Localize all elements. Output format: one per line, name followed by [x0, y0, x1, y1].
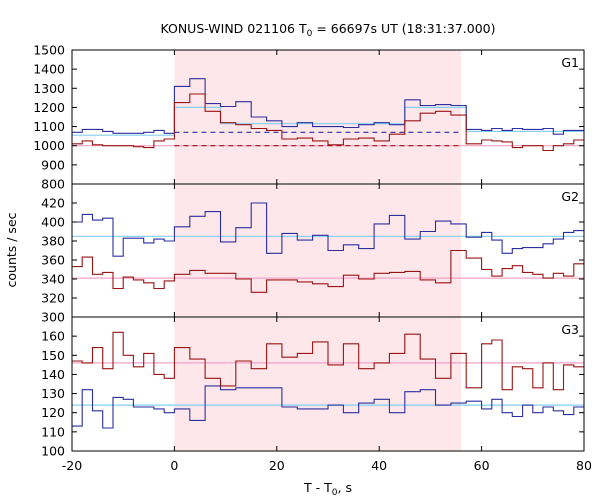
y-tick-label: 140	[41, 367, 65, 382]
title-subscript: 0	[307, 29, 313, 39]
y-tick-label: 110	[41, 424, 65, 439]
y-tick-label: 1300	[33, 81, 65, 96]
chart-title: KONUS-WIND 021106 T0 = 66697s UT (18:31:…	[160, 21, 495, 39]
y-tick-label: 1400	[33, 62, 65, 77]
y-tick-label: 420	[41, 196, 65, 211]
series-blue-g1	[72, 78, 584, 135]
series-blue-g2	[72, 202, 584, 257]
panel-label-g3: G3	[561, 322, 579, 337]
series-cyan-g1	[72, 106, 584, 136]
panel-label-g1: G1	[561, 55, 579, 70]
y-tick-label: 100	[41, 444, 65, 459]
y-tick-label: 900	[41, 157, 65, 172]
xlabel-subscript: 0	[332, 488, 338, 498]
y-tick-label: 1000	[33, 138, 65, 153]
series-blue-g3	[72, 385, 584, 429]
x-axis-label: T - T0, s	[303, 480, 352, 498]
x-tick-label: 60	[474, 458, 490, 473]
series-red-g2	[72, 249, 584, 293]
x-tick-label: 40	[371, 458, 387, 473]
panel-frame-g3	[71, 316, 585, 452]
xlabel-main: T - T	[303, 480, 332, 495]
y-tick-label: 1200	[33, 100, 65, 115]
y-tick-label: 1500	[33, 43, 65, 58]
title-suffix: = 66697s UT (18:31:37.000)	[312, 21, 495, 36]
y-tick-label: 400	[41, 215, 65, 230]
y-axis-label: counts / sec	[4, 212, 19, 287]
x-tick-label: 80	[576, 458, 592, 473]
y-tick-label: 340	[41, 272, 65, 287]
y-tick-label: 120	[41, 405, 65, 420]
series-red-g3	[72, 331, 584, 391]
panel-g3: 100 110 120 130 140 150 160 G3	[41, 316, 585, 459]
panel-g1: 800 900 1000 1100 1200 1300 1400 1500 G1	[33, 43, 585, 192]
xlabel-suffix: , s	[338, 480, 352, 495]
title-main: KONUS-WIND 021106 T	[160, 21, 306, 36]
panel-label-g2: G2	[561, 189, 579, 204]
y-tick-label: 800	[41, 177, 65, 192]
y-tick-label: 300	[41, 310, 65, 325]
plot-layer: 800900100011001200130014001500G130032034…	[33, 43, 592, 474]
y-tick-label: 1100	[33, 119, 65, 134]
y-tick-label: 130	[41, 386, 65, 401]
x-tick-label: 20	[269, 458, 285, 473]
y-tick-label: 150	[41, 348, 65, 363]
shaded-interval	[174, 50, 462, 451]
x-tick-label: 0	[170, 458, 178, 473]
x-tick-label: -20	[62, 458, 82, 473]
y-tick-label: 360	[41, 253, 65, 268]
series-red-g1	[72, 93, 584, 152]
y-tick-label: 160	[41, 329, 65, 344]
y-tick-label: 320	[41, 291, 65, 306]
y-tick-label: 380	[41, 234, 65, 249]
